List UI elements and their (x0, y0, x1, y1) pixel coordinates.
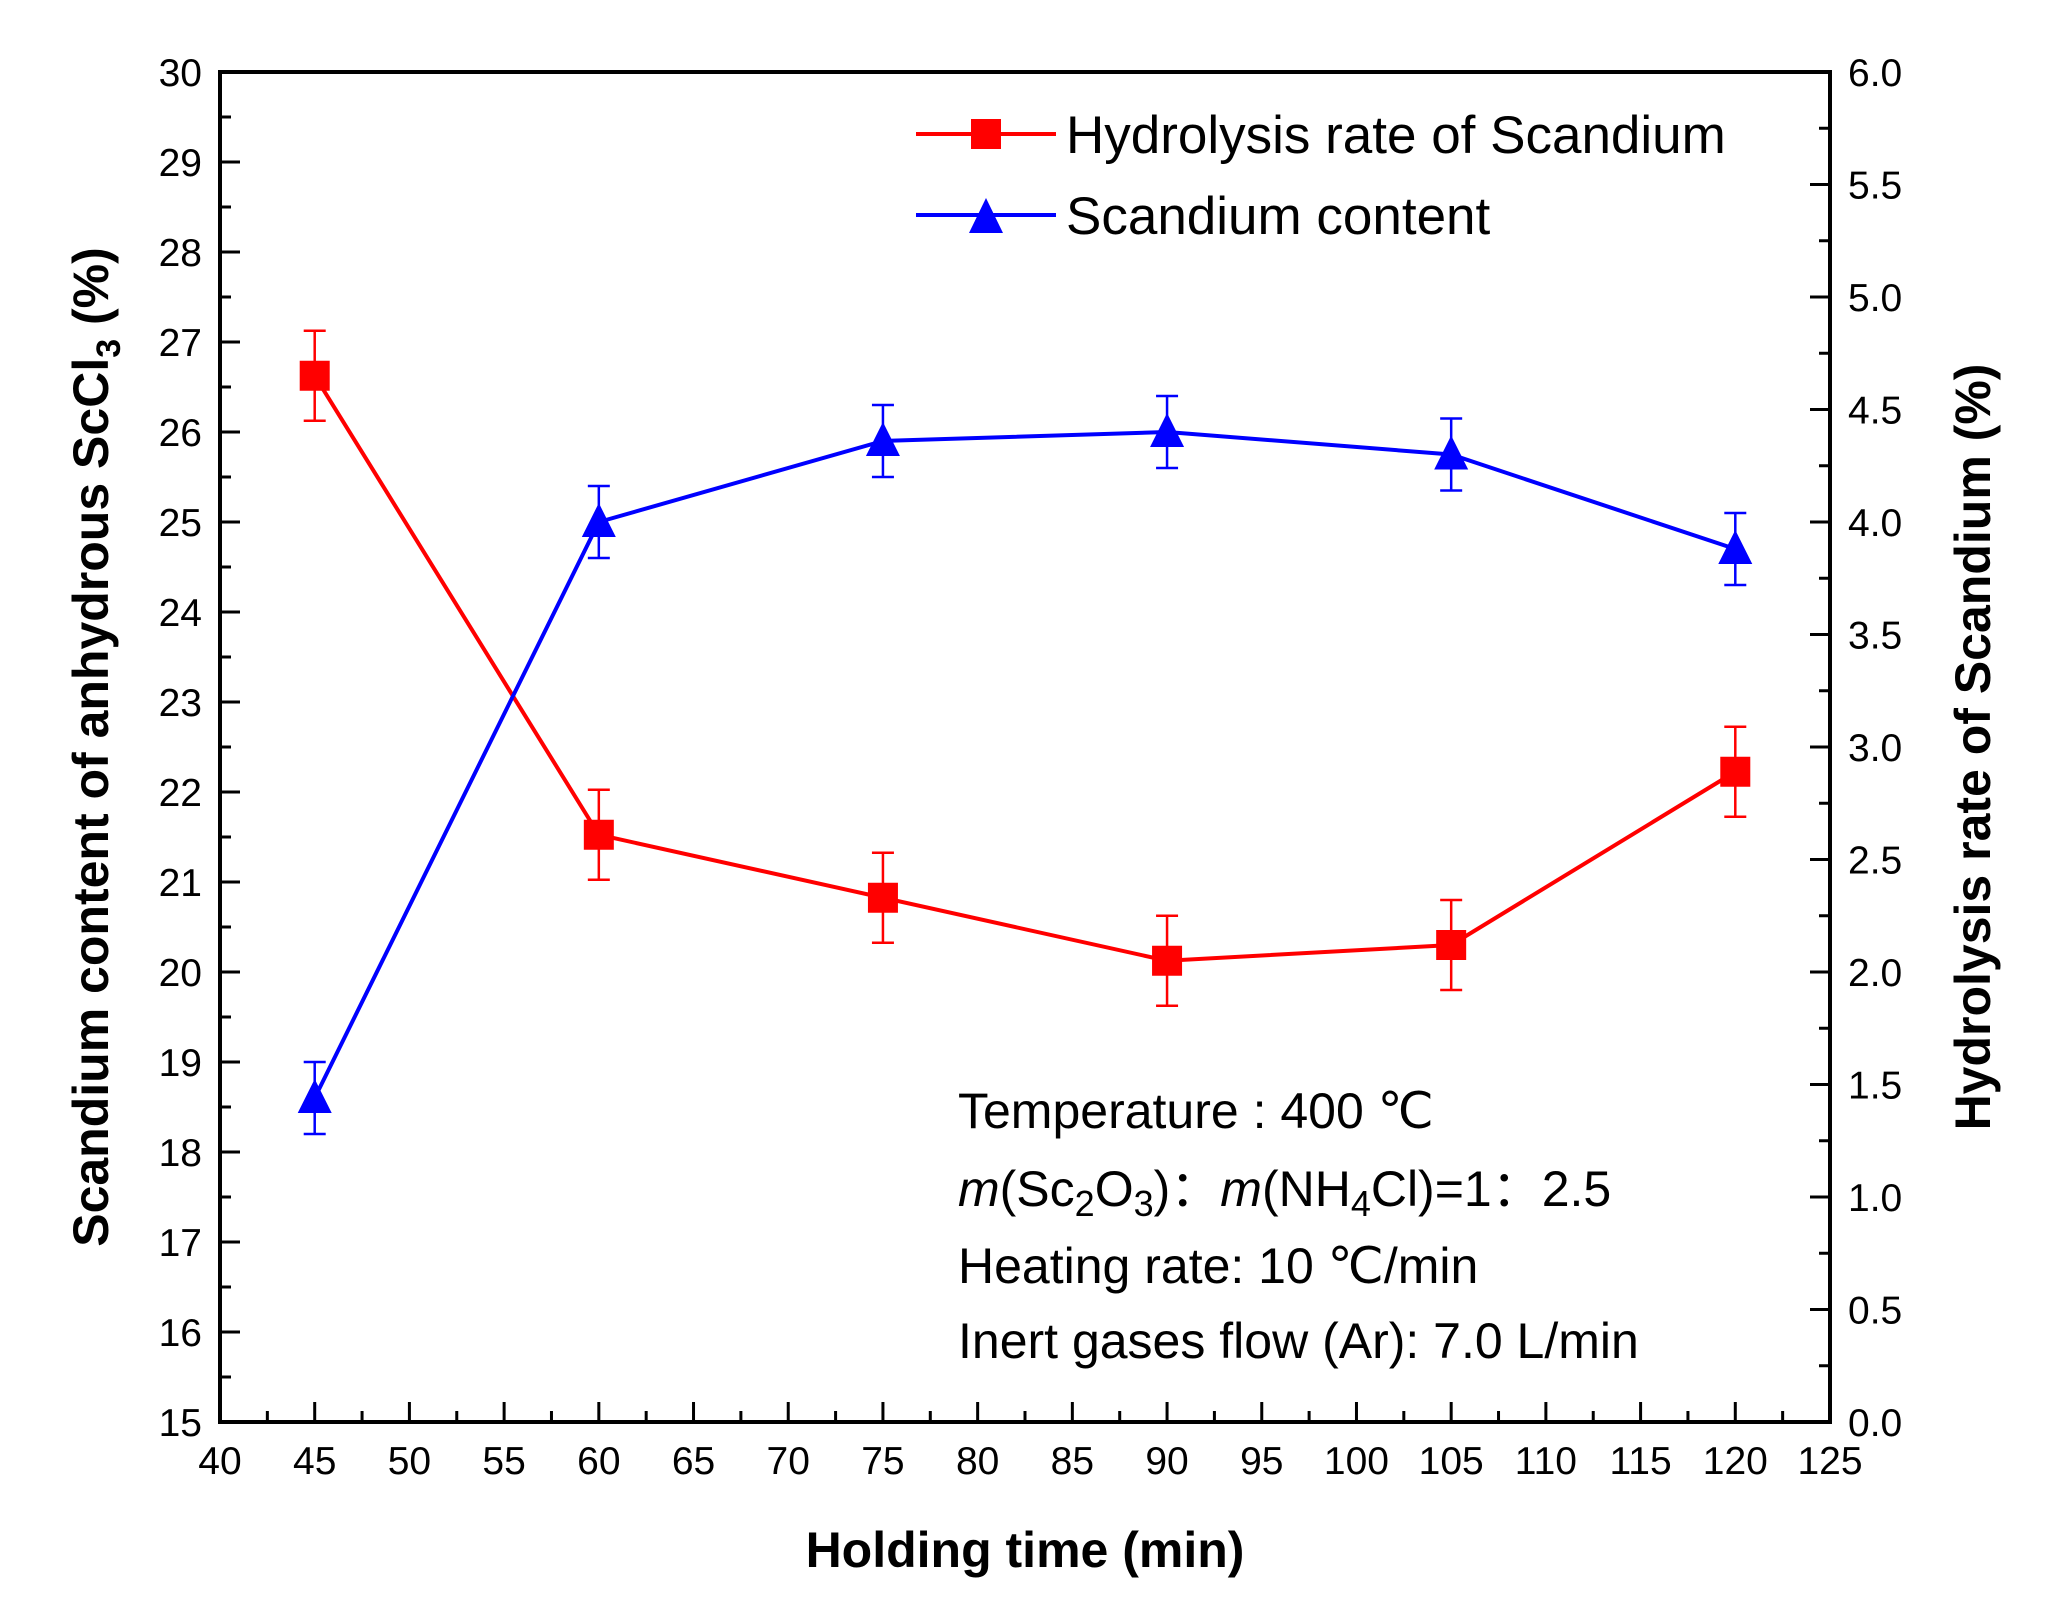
y-left-tick-label: 24 (159, 592, 202, 635)
data-point-triangle (1718, 530, 1753, 564)
y-left-tick-label: 29 (159, 142, 202, 185)
y-left-tick-label: 17 (159, 1222, 202, 1265)
x-tick-label: 125 (1797, 1440, 1862, 1483)
x-tick-label: 85 (1051, 1440, 1094, 1483)
data-point-square (1436, 930, 1467, 960)
y-left-tick-label: 18 (159, 1132, 202, 1175)
axis-ticks: 40 45 50 55 60 65 70 75 80 85 90 95 100 105 110 115 120 1… (159, 52, 1903, 1483)
y-left-tick-label: 25 (159, 502, 202, 545)
y-left-tick-label: 20 (159, 952, 202, 995)
data-point-triangle (1434, 435, 1469, 470)
y-right-tick-label: 0.0 (1848, 1402, 1902, 1445)
annotation-ratio: m(Sc2O3)：m(NH4Cl)=1：2.5 (958, 1161, 1611, 1224)
legend-item-hydrolysis: Hydrolysis rate of Scandium (916, 106, 1726, 165)
y-right-tick-label: 5.5 (1848, 165, 1902, 208)
series-content (297, 394, 1753, 1136)
x-tick-label: 110 (1515, 1440, 1577, 1483)
x-tick-label: 105 (1419, 1440, 1484, 1483)
x-axis-title: Holding time (min) (806, 1522, 1245, 1578)
data-point-triangle (865, 422, 900, 456)
y-left-tick-label: 30 (159, 52, 202, 95)
y-right-tick-label: 6.0 (1848, 52, 1902, 95)
data-point-triangle (1150, 413, 1185, 447)
legend: Hydrolysis rate of Scandium Scandium con… (916, 106, 1726, 246)
y-axis-left-title: Scandium content of anhydrous ScCl3 (%) (63, 247, 128, 1247)
series-line-hydrolysis (313, 374, 1737, 963)
y-left-tick-label: 22 (159, 772, 202, 815)
x-tick-label: 40 (198, 1440, 241, 1483)
x-tick-label: 80 (956, 1440, 999, 1483)
legend-label-content: Scandium content (1066, 187, 1491, 246)
x-tick-label: 70 (767, 1440, 810, 1483)
x-tick-label: 50 (388, 1440, 431, 1483)
data-point-triangle (581, 503, 616, 537)
y-left-tick-label: 26 (159, 412, 202, 455)
x-tick-label: 45 (293, 1440, 336, 1483)
data-point-triangle (297, 1079, 332, 1113)
y-left-tick-label: 23 (159, 682, 202, 725)
y-right-tick-label: 1.5 (1848, 1065, 1902, 1108)
data-point-square (867, 882, 898, 913)
data-point-square (583, 819, 614, 850)
y-left-tick-label: 16 (159, 1312, 202, 1355)
legend-item-content: Scandium content (916, 187, 1491, 246)
y-axis-right-title: Hydrolysis rate of Scandium (%) (1945, 364, 2001, 1131)
series-line-content (312, 429, 1736, 1099)
legend-marker-triangle (969, 198, 1003, 233)
legend-label-hydrolysis: Hydrolysis rate of Scandium (1066, 106, 1726, 165)
annotation-gas-flow: Inert gases flow (Ar): 7.0 L/min (958, 1313, 1639, 1369)
y-right-tick-label: 2.0 (1848, 952, 1902, 995)
data-point-square (1720, 756, 1751, 787)
x-tick-label: 75 (861, 1440, 904, 1483)
y-left-tick-label: 28 (159, 232, 202, 275)
x-tick-label: 55 (482, 1440, 525, 1483)
x-tick-label: 120 (1703, 1440, 1768, 1483)
x-tick-label: 115 (1609, 1440, 1671, 1483)
y-right-tick-label: 4.5 (1848, 390, 1902, 433)
legend-marker-square (971, 119, 1001, 149)
y-right-tick-label: 0.5 (1848, 1290, 1902, 1333)
x-tick-label: 60 (577, 1440, 620, 1483)
x-tick-label: 95 (1240, 1440, 1283, 1483)
plot-frame (218, 70, 1832, 1424)
y-right-tick-label: 3.5 (1848, 615, 1902, 658)
y-right-tick-label: 1.0 (1848, 1177, 1902, 1220)
annotation-temperature: Temperature : 400 ℃ (958, 1083, 1434, 1139)
data-series (297, 329, 1753, 1136)
series-hydrolysis (299, 329, 1751, 1007)
x-tick-label: 100 (1324, 1440, 1389, 1483)
y-left-tick-label: 27 (159, 322, 202, 365)
y-right-tick-label: 4.0 (1848, 502, 1902, 545)
annotation-heating-rate: Heating rate: 10 ℃/min (958, 1238, 1478, 1294)
y-left-tick-label: 19 (159, 1042, 202, 1085)
y-left-tick-label: 21 (159, 862, 202, 905)
conditions-annotation: Temperature : 400 ℃ m(Sc2O3)：m(NH4Cl)=1：… (958, 1083, 1639, 1369)
y-right-tick-label: 3.0 (1848, 727, 1902, 770)
x-tick-label: 65 (672, 1440, 715, 1483)
data-point-square (299, 360, 330, 391)
data-point-square (1152, 945, 1183, 976)
y-left-tick-label: 15 (159, 1402, 202, 1445)
y-right-tick-label: 2.5 (1848, 840, 1902, 883)
y-right-tick-label: 5.0 (1848, 277, 1902, 320)
x-tick-label: 90 (1145, 1440, 1188, 1483)
